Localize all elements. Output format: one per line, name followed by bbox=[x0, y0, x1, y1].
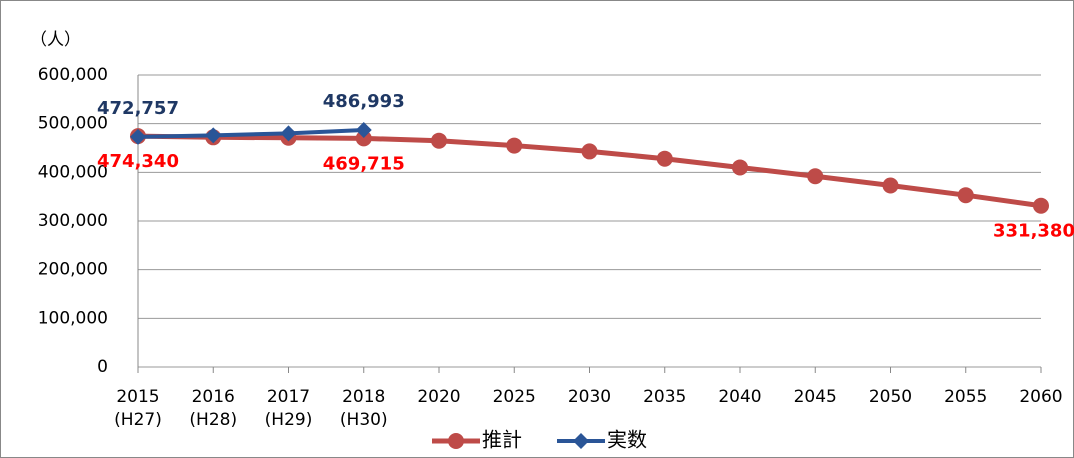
point bbox=[807, 168, 824, 185]
point bbox=[882, 177, 899, 194]
y-tick-label: 500,000 bbox=[38, 114, 108, 134]
value-label: 486,993 bbox=[323, 91, 405, 112]
point bbox=[1033, 197, 1049, 214]
legend-label: 実数 bbox=[607, 428, 647, 452]
point bbox=[280, 125, 297, 142]
x-tick-sublabel: (H29) bbox=[265, 410, 313, 430]
x-tick-sublabel: (H27) bbox=[114, 410, 162, 430]
legend-item: 推計 bbox=[432, 428, 522, 452]
y-tick-label: 400,000 bbox=[38, 162, 108, 182]
x-tick-label: 2018 bbox=[342, 387, 385, 407]
x-tick-label: 2016 bbox=[192, 387, 235, 407]
point bbox=[506, 137, 523, 154]
x-tick-label: 2055 bbox=[944, 387, 987, 407]
x-tick-label: 2030 bbox=[568, 387, 611, 407]
legend-item: 実数 bbox=[557, 428, 647, 452]
x-tick-label: 2025 bbox=[493, 387, 536, 407]
y-tick-label: 100,000 bbox=[38, 308, 108, 328]
point bbox=[431, 132, 447, 149]
point bbox=[355, 130, 372, 147]
value-label: 472,757 bbox=[97, 98, 179, 119]
value-label: 469,715 bbox=[323, 153, 405, 174]
point bbox=[732, 159, 748, 176]
point bbox=[957, 187, 974, 204]
point bbox=[656, 150, 673, 167]
x-tick-label: 2050 bbox=[869, 387, 912, 407]
x-tick-label: 2017 bbox=[267, 387, 310, 407]
point bbox=[573, 433, 589, 449]
point bbox=[130, 128, 146, 145]
point bbox=[355, 121, 372, 138]
x-tick-label: 2060 bbox=[1019, 387, 1062, 407]
x-tick-sublabel: (H30) bbox=[340, 410, 388, 430]
value-label: 331,380 bbox=[993, 221, 1074, 242]
x-tick-sublabel: (H28) bbox=[189, 410, 237, 430]
y-tick-label: 600,000 bbox=[38, 65, 108, 85]
x-tick-label: 2040 bbox=[718, 387, 761, 407]
point bbox=[581, 143, 598, 160]
legend-label: 推計 bbox=[482, 428, 522, 452]
x-tick-label: 2035 bbox=[643, 387, 686, 407]
value-label: 474,340 bbox=[97, 151, 179, 172]
x-tick-label: 2020 bbox=[417, 387, 460, 407]
series-line bbox=[137, 127, 364, 139]
y-tick-label: 300,000 bbox=[38, 211, 108, 231]
y-axis-label: （人） bbox=[30, 30, 81, 50]
x-tick-label: 2015 bbox=[116, 387, 159, 407]
x-tick-label: 2045 bbox=[794, 387, 837, 407]
y-tick-label: 200,000 bbox=[38, 260, 108, 280]
point bbox=[448, 433, 464, 449]
point bbox=[205, 127, 222, 144]
y-tick-label: 0 bbox=[97, 357, 108, 377]
